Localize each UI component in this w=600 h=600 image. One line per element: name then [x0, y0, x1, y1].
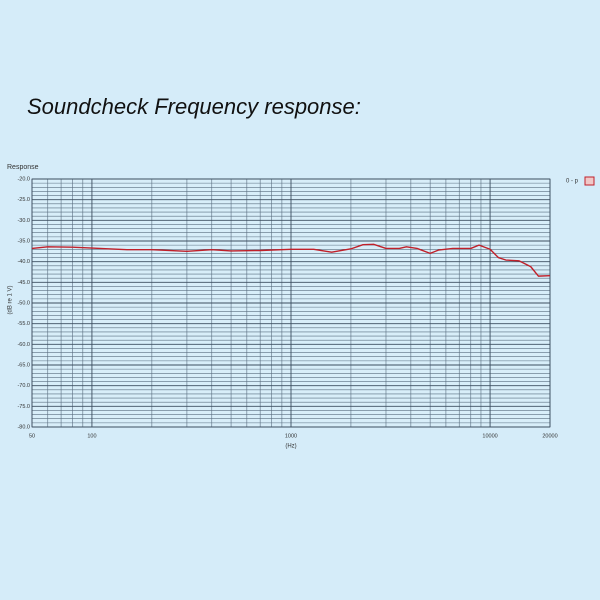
y-tick-label: -35.0	[17, 238, 30, 244]
x-tick-label: 10000	[482, 433, 497, 439]
series-line	[31, 243, 551, 277]
x-tick-label: 20000	[542, 433, 557, 439]
y-tick-label: -80.0	[17, 424, 30, 430]
y-tick-label: -30.0	[17, 218, 30, 224]
y-axis-label: (dB re 1 V)	[8, 285, 14, 314]
y-tick-label: -70.0	[17, 383, 30, 389]
x-tick-label: 50	[29, 433, 35, 439]
x-tick-label: 100	[87, 433, 96, 439]
y-tick-label: -75.0	[17, 404, 30, 410]
x-axis-label: (Hz)	[285, 444, 296, 450]
legend-swatch	[584, 176, 595, 186]
y-tick-label: -50.0	[17, 300, 30, 306]
y-tick-label: -55.0	[17, 321, 30, 327]
x-tick-label: 1000	[285, 433, 297, 439]
y-tick-label: -60.0	[17, 342, 30, 348]
y-tick-label: -40.0	[17, 259, 30, 265]
chart-title: Response	[7, 164, 39, 171]
y-tick-label: -25.0	[17, 197, 30, 203]
y-tick-label: -20.0	[17, 176, 30, 182]
legend-label: 0 - p	[566, 179, 579, 185]
y-tick-label: -45.0	[17, 280, 30, 286]
y-tick-label: -65.0	[17, 362, 30, 368]
heading: Soundcheck Frequency response:	[27, 94, 361, 119]
